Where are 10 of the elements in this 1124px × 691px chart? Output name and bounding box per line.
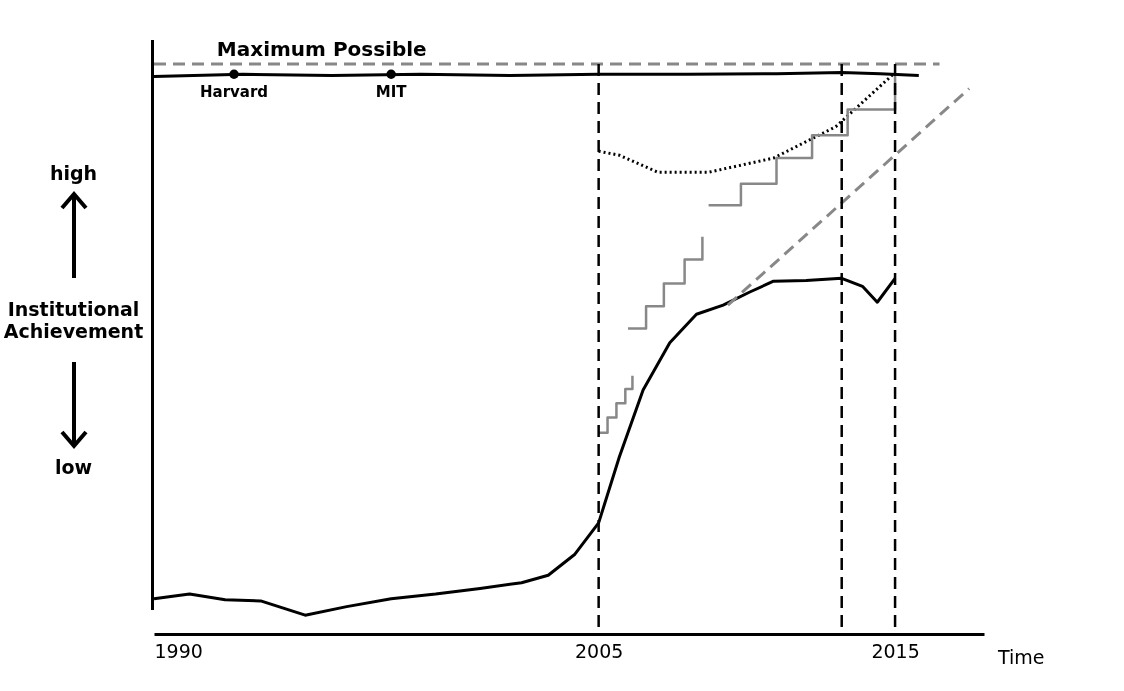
text: high <box>49 162 98 184</box>
y-axis-title: Institutional Achievement <box>2 298 145 342</box>
x-tick-label: 2005 <box>574 639 624 662</box>
x-tick-label: 1990 <box>154 639 203 662</box>
annotation: MIT <box>375 83 408 102</box>
text: low <box>54 456 93 478</box>
series-label: Maximum Possible <box>216 37 427 61</box>
annotation: Harvard <box>199 83 269 102</box>
x-axis-title: Time <box>997 645 1045 668</box>
x-tick-label: 2015 <box>871 639 920 662</box>
